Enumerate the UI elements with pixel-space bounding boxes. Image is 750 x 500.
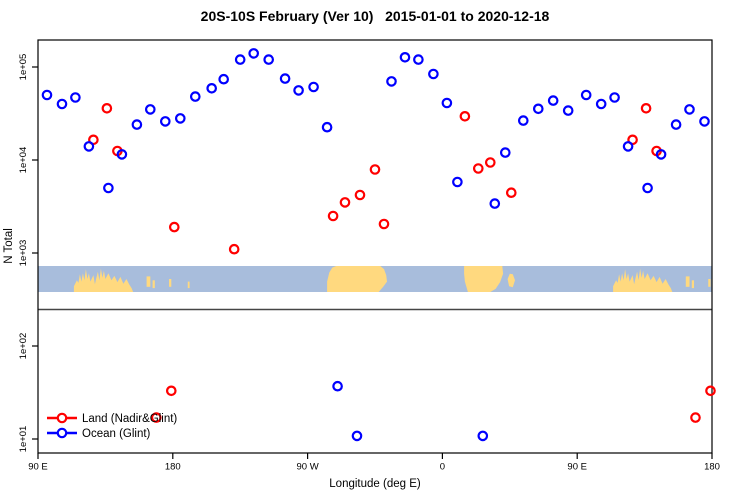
point-ocean (308, 81, 319, 93)
x-axis-title: Longitude (deg E) (329, 478, 421, 490)
point-land (339, 197, 351, 208)
point-ocean (116, 149, 128, 160)
point-ocean (160, 116, 171, 127)
point-land (369, 164, 381, 175)
point-ocean (441, 97, 453, 109)
point-ocean (190, 91, 201, 102)
point-ocean (218, 73, 229, 85)
point-ocean (83, 141, 95, 152)
x-tick-label: 90 E (567, 462, 587, 473)
point-ocean (351, 430, 363, 442)
point-land (378, 218, 390, 230)
point-ocean (206, 83, 217, 94)
map-land-island (187, 281, 190, 289)
point-ocean (609, 92, 620, 103)
point-ocean (499, 147, 511, 158)
y-tick-label: 1e+01 (18, 426, 29, 453)
point-ocean (517, 115, 529, 126)
map-land-australia (613, 268, 673, 292)
plot-border (37, 39, 713, 454)
point-land (459, 111, 471, 122)
map-land-island (152, 280, 155, 289)
point-ocean (580, 89, 592, 101)
point-ocean (103, 182, 114, 194)
point-land (101, 103, 113, 114)
y-tick-label: 1e+02 (18, 333, 29, 360)
point-land (640, 103, 652, 114)
point-ocean (234, 54, 246, 65)
axes: 90 E 180 90 W 0 90 E 180 1e+01 1e+02 1e+03 1e+04 1… (18, 39, 720, 473)
point-land (169, 221, 180, 233)
point-land (327, 210, 339, 222)
point-ocean (655, 149, 667, 160)
point-ocean (70, 92, 81, 103)
point-ocean (321, 121, 333, 133)
map-land-island (685, 276, 690, 287)
point-land (505, 187, 517, 198)
point-ocean (248, 48, 259, 59)
point-ocean (684, 104, 695, 115)
point-ocean (263, 54, 274, 65)
y-tick-label: 1e+03 (18, 240, 29, 267)
x-tick-label: 90 W (297, 462, 319, 473)
x-tick-label: 90 E (28, 462, 48, 473)
map-land-madagascar (507, 273, 515, 288)
point-ocean (428, 68, 439, 80)
y-tick-label: 1e+04 (18, 147, 29, 174)
point-ocean (131, 119, 143, 130)
point-ocean (399, 51, 411, 63)
x-tick-label: 180 (165, 462, 181, 473)
point-ocean (293, 85, 304, 96)
point-land (151, 412, 162, 423)
map-land-australia (73, 268, 134, 292)
x-tick-label: 180 (704, 462, 720, 473)
map-land-island (691, 280, 695, 289)
point-ocean (642, 182, 653, 194)
point-land (484, 157, 496, 168)
point-ocean (175, 113, 186, 124)
legend-marker (56, 412, 68, 424)
point-ocean (547, 95, 559, 106)
point-ocean (332, 380, 343, 392)
map-land-south-america (327, 266, 387, 292)
point-ocean (386, 76, 397, 87)
map-land-africa (464, 266, 504, 292)
point-ocean (489, 198, 501, 209)
map-land-island (169, 279, 172, 287)
point-ocean (622, 141, 634, 152)
data-points (41, 48, 716, 442)
map-strip (38, 266, 729, 292)
point-land (690, 412, 701, 423)
map-land-island (727, 282, 729, 289)
legend-label: Ocean (Glint) (82, 428, 151, 440)
point-ocean (279, 73, 291, 84)
y-axis-title: N Total (3, 228, 15, 264)
legend-marker (56, 427, 68, 439)
point-land (472, 163, 484, 174)
point-ocean (532, 103, 544, 115)
point-land (166, 385, 177, 397)
point-ocean (699, 116, 710, 127)
point-ocean (56, 98, 68, 110)
point-ocean (670, 119, 682, 130)
point-ocean (452, 176, 463, 188)
point-ocean (477, 430, 489, 442)
point-land (705, 385, 716, 397)
point-ocean (41, 89, 53, 101)
point-ocean (413, 54, 424, 65)
point-land (354, 189, 366, 201)
legend: Land (Nadir&Glint) Ocean (Glint) (47, 412, 177, 440)
legend-label: Land (Nadir&Glint) (82, 413, 177, 425)
point-ocean (145, 104, 156, 115)
y-tick-label: 1e+05 (18, 54, 29, 81)
point-ocean (562, 105, 574, 116)
point-land (228, 243, 240, 255)
map-land-island (708, 279, 711, 287)
chart-title: 20S-10S February (Ver 10) 2015-01-01 to … (200, 8, 550, 24)
map-land-island (146, 276, 151, 287)
x-tick-label: 0 (440, 462, 445, 473)
point-ocean (595, 98, 607, 110)
